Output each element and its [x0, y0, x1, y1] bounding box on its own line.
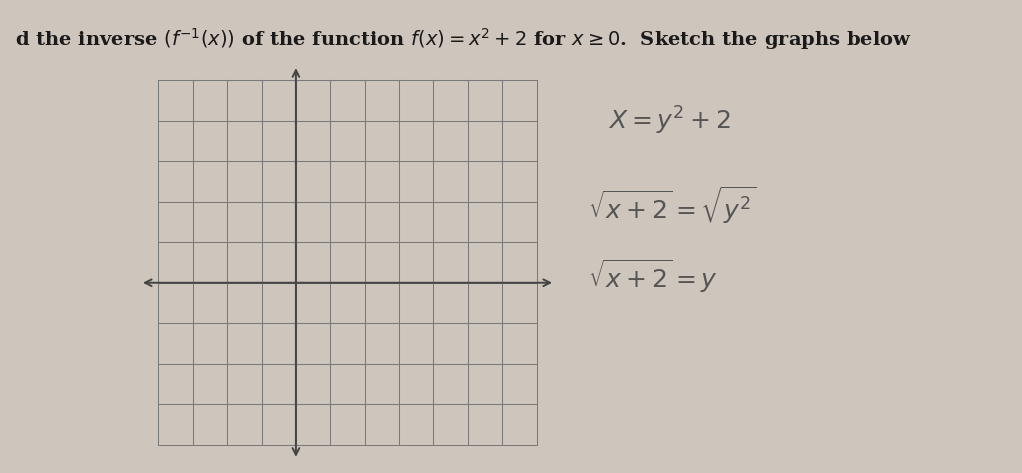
Text: $X = y^{2} + 2$: $X = y^{2} + 2$: [608, 105, 731, 137]
Text: d the inverse $(f^{-1}(x))$ of the function $f(x) = x^2 + 2$ for $x \geq 0$.  Sk: d the inverse $(f^{-1}(x))$ of the funct…: [15, 26, 913, 52]
Text: $\sqrt{x+2} = y$: $\sqrt{x+2} = y$: [588, 258, 717, 296]
Text: $\sqrt{x+2} = \sqrt{y^{2}}$: $\sqrt{x+2} = \sqrt{y^{2}}$: [588, 184, 756, 227]
